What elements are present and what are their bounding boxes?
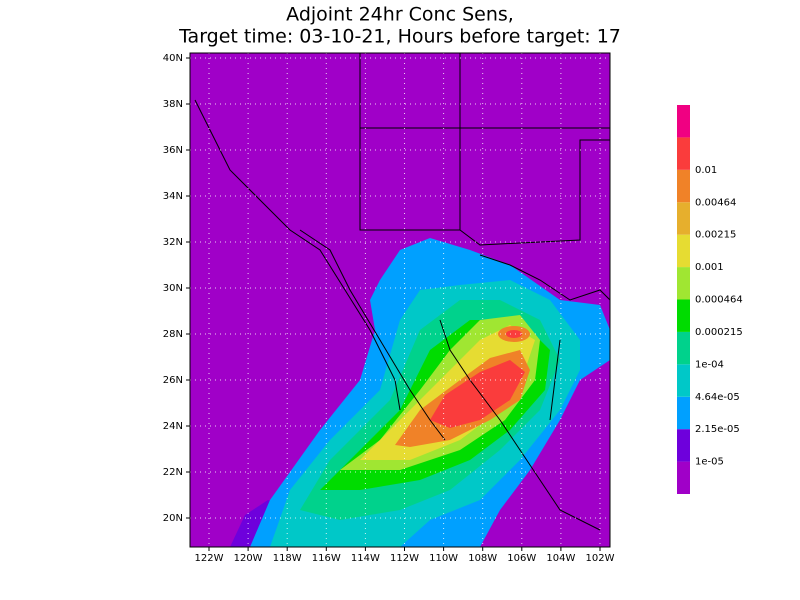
lon-label: 120W bbox=[234, 553, 263, 564]
colorbar-label: 1e-04 bbox=[695, 359, 724, 370]
colorbar-box bbox=[677, 331, 690, 365]
lat-label: 20N bbox=[163, 513, 183, 524]
contour bbox=[506, 330, 522, 338]
colorbar-label: 0.00215 bbox=[695, 230, 736, 241]
lon-label: 108W bbox=[468, 553, 497, 564]
lon-label: 122W bbox=[195, 553, 224, 564]
colorbar-label: 0.01 bbox=[695, 165, 717, 176]
colorbar-box bbox=[677, 429, 690, 462]
lat-label: 28N bbox=[163, 329, 183, 340]
colorbar-box bbox=[677, 234, 690, 268]
lon-label: 106W bbox=[507, 553, 536, 564]
colorbar: 1e-05 2.15e-05 4.64e-05 1e-04 0.000215 0.0004… bbox=[677, 105, 743, 494]
lat-label: 22N bbox=[163, 467, 183, 478]
colorbar-label: 4.64e-05 bbox=[695, 392, 740, 403]
colorbar-box bbox=[677, 137, 690, 170]
title-line: Target time: 03-10-21, Hours before targ… bbox=[178, 26, 621, 48]
colorbar-box bbox=[677, 364, 690, 397]
title-line: Adjoint 24hr Conc Sens, bbox=[286, 4, 514, 26]
lon-label: 118W bbox=[273, 553, 302, 564]
map-frame bbox=[189, 52, 611, 548]
colorbar-box bbox=[677, 461, 690, 494]
lon-label: 104W bbox=[546, 553, 575, 564]
map bbox=[189, 52, 611, 548]
lat-label: 36N bbox=[163, 145, 183, 156]
colorbar-label: 0.00464 bbox=[695, 197, 736, 208]
colorbar-label: 0.001 bbox=[695, 262, 724, 273]
lat-label: 30N bbox=[163, 283, 183, 294]
colorbar-box bbox=[677, 299, 690, 332]
coastlines bbox=[194, 53, 610, 531]
lon-label: 116W bbox=[312, 553, 341, 564]
lon-label: 114W bbox=[351, 553, 380, 564]
lon-label: 112W bbox=[390, 553, 419, 564]
colorbar-label: 0.000215 bbox=[695, 327, 743, 338]
colorbar-box bbox=[677, 396, 690, 430]
lat-label: 26N bbox=[163, 375, 183, 386]
colorbar-label: 1e-05 bbox=[695, 457, 724, 468]
lat-label: 38N bbox=[163, 99, 183, 110]
colorbar-box bbox=[677, 202, 690, 235]
lat-label: 34N bbox=[163, 191, 183, 202]
colorbar-box bbox=[677, 169, 690, 203]
colorbar-box bbox=[677, 105, 690, 138]
lat-label: 40N bbox=[163, 53, 183, 64]
lon-label: 102W bbox=[586, 553, 615, 564]
colorbar-label: 0.000464 bbox=[695, 295, 743, 306]
colorbar-box bbox=[677, 267, 690, 300]
contour bbox=[430, 360, 525, 428]
lat-label: 24N bbox=[163, 421, 183, 432]
lat-label: 32N bbox=[163, 237, 183, 248]
lon-label: 110W bbox=[429, 553, 458, 564]
colorbar-label: 2.15e-05 bbox=[695, 424, 740, 435]
